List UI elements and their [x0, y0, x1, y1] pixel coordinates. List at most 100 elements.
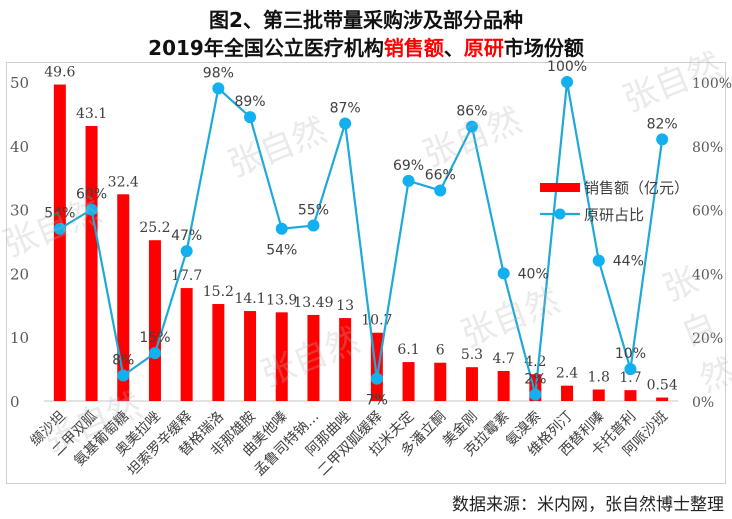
legend-bar-swatch [540, 183, 580, 192]
left-axis-tick: 20 [10, 265, 29, 283]
bar-data-label: 6 [436, 343, 445, 359]
legend-marker-swatch [554, 208, 566, 220]
bar [592, 389, 605, 401]
bar-data-label: 25.2 [139, 220, 170, 236]
bar [244, 311, 257, 401]
right-axis-tick: 100% [692, 76, 732, 92]
bar [212, 304, 225, 401]
line-point [497, 267, 510, 280]
bar-data-label: 13.9 [266, 292, 297, 308]
line-point [212, 82, 225, 95]
right-axis-tick: 0% [692, 395, 714, 411]
line-data-label: 40% [518, 266, 549, 282]
line-data-label: 7% [366, 393, 388, 409]
line-data-label: 10% [615, 346, 646, 362]
bar-data-label: 13 [336, 298, 354, 314]
bar-data-label: 5.3 [461, 347, 483, 363]
bar [497, 371, 510, 401]
bar-data-label: 14.1 [234, 291, 265, 307]
bar [656, 397, 669, 401]
bar [275, 312, 288, 401]
line-point [561, 76, 574, 88]
line-data-label: 55% [298, 203, 329, 219]
title-highlight-original: 原研 [463, 36, 504, 60]
bar [561, 385, 574, 401]
legend-label-sales: 销售额（亿元） [584, 179, 689, 197]
line-data-label: 60% [76, 187, 107, 203]
line-point [275, 222, 288, 235]
line-data-label: 82% [647, 116, 678, 132]
title-prefix: 2019年全国公立医疗机构 [148, 36, 384, 60]
bar-data-label: 43.1 [76, 106, 107, 122]
right-axis-tick: 40% [692, 267, 723, 283]
line-point [529, 388, 542, 401]
line-point [339, 117, 352, 130]
line-point [465, 120, 478, 133]
left-axis-tick: 50 [10, 74, 29, 92]
line-point [656, 133, 669, 146]
line-data-label: 89% [234, 94, 265, 110]
line-point [117, 369, 130, 382]
bar [53, 84, 66, 401]
bar [148, 240, 161, 401]
line-data-label: 100% [547, 59, 587, 75]
right-axis-tick: 80% [692, 140, 723, 156]
chart-title-line2: 2019年全国公立医疗机构销售额、原研市场份额 [0, 32, 732, 61]
bar-data-label: 17.7 [171, 268, 202, 284]
right-axis-tick: 20% [692, 331, 723, 347]
line-data-label: 44% [613, 254, 644, 270]
bar [117, 194, 130, 401]
line-point [370, 372, 383, 385]
line-point [402, 174, 415, 187]
bar [85, 126, 98, 401]
line-data-label: 54% [44, 206, 75, 222]
data-source-note: 数据来源：米内网，张自然博士整理 [452, 495, 724, 515]
line-data-label: 86% [456, 104, 487, 120]
right-axis-tick: 60% [692, 204, 723, 220]
title-highlight-sales: 销售额 [383, 36, 444, 60]
line-point [180, 245, 193, 258]
line-point [53, 222, 66, 235]
bar [339, 318, 352, 401]
title-separator: 、 [443, 36, 464, 60]
line-point [85, 203, 98, 216]
bar-data-label: 6.1 [397, 342, 419, 358]
original-share-line [59, 81, 664, 395]
bar-data-label: 1.7 [619, 370, 641, 386]
bar [180, 288, 193, 401]
bar [624, 390, 637, 401]
left-axis-tick: 10 [10, 329, 29, 347]
bar [307, 314, 320, 401]
bar-data-label: 0.54 [647, 378, 678, 394]
bar [465, 367, 478, 401]
line-data-label: 66% [425, 167, 456, 183]
line-data-label: 69% [393, 158, 424, 174]
left-axis-tick: 30 [10, 202, 29, 220]
line-point [148, 347, 161, 360]
line-data-label: 98% [203, 65, 234, 81]
left-axis-tick: 40 [10, 138, 29, 156]
bar-data-label: 4.2 [524, 354, 546, 370]
bar-data-label: 4.7 [493, 351, 515, 367]
line-point [592, 254, 605, 267]
line-data-label: 15% [139, 330, 170, 346]
left-axis-tick: 0 [10, 393, 20, 411]
line-data-label: 87% [330, 100, 361, 116]
line-point [307, 219, 320, 232]
bar-data-label: 13.49 [293, 295, 333, 311]
line-data-label: 54% [266, 243, 297, 259]
chart-title-line1: 图2、第三批带量采购涉及部分品种 [209, 8, 523, 32]
bar-data-label: 1.8 [588, 370, 610, 386]
title-suffix: 市场份额 [503, 36, 584, 60]
line-point [434, 184, 447, 197]
bar-data-label: 15.2 [203, 284, 234, 300]
line-data-label: 8% [112, 352, 134, 368]
bar-data-label: 2.4 [556, 366, 578, 382]
bar [402, 362, 415, 401]
bar-data-label: 32.4 [108, 174, 139, 190]
line-point [244, 111, 257, 124]
legend-label-original-share: 原研占比 [584, 206, 644, 224]
line-point [624, 363, 637, 376]
bar [434, 362, 447, 401]
